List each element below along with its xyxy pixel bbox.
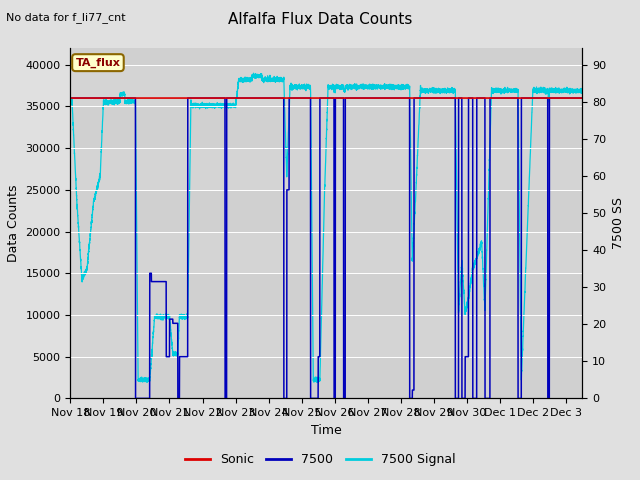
Text: No data for f_li77_cnt: No data for f_li77_cnt xyxy=(6,12,126,23)
Text: Alfalfa Flux Data Counts: Alfalfa Flux Data Counts xyxy=(228,12,412,27)
X-axis label: Time: Time xyxy=(311,424,342,437)
Bar xyxy=(70,48,582,65)
Y-axis label: Data Counts: Data Counts xyxy=(7,184,20,262)
Text: TA_flux: TA_flux xyxy=(76,58,120,68)
Y-axis label: 7500 SS: 7500 SS xyxy=(612,197,625,249)
Bar xyxy=(70,190,582,231)
Bar xyxy=(70,273,582,315)
Bar xyxy=(70,357,582,398)
Legend: Sonic, 7500, 7500 Signal: Sonic, 7500, 7500 Signal xyxy=(180,448,460,471)
Bar xyxy=(70,107,582,148)
